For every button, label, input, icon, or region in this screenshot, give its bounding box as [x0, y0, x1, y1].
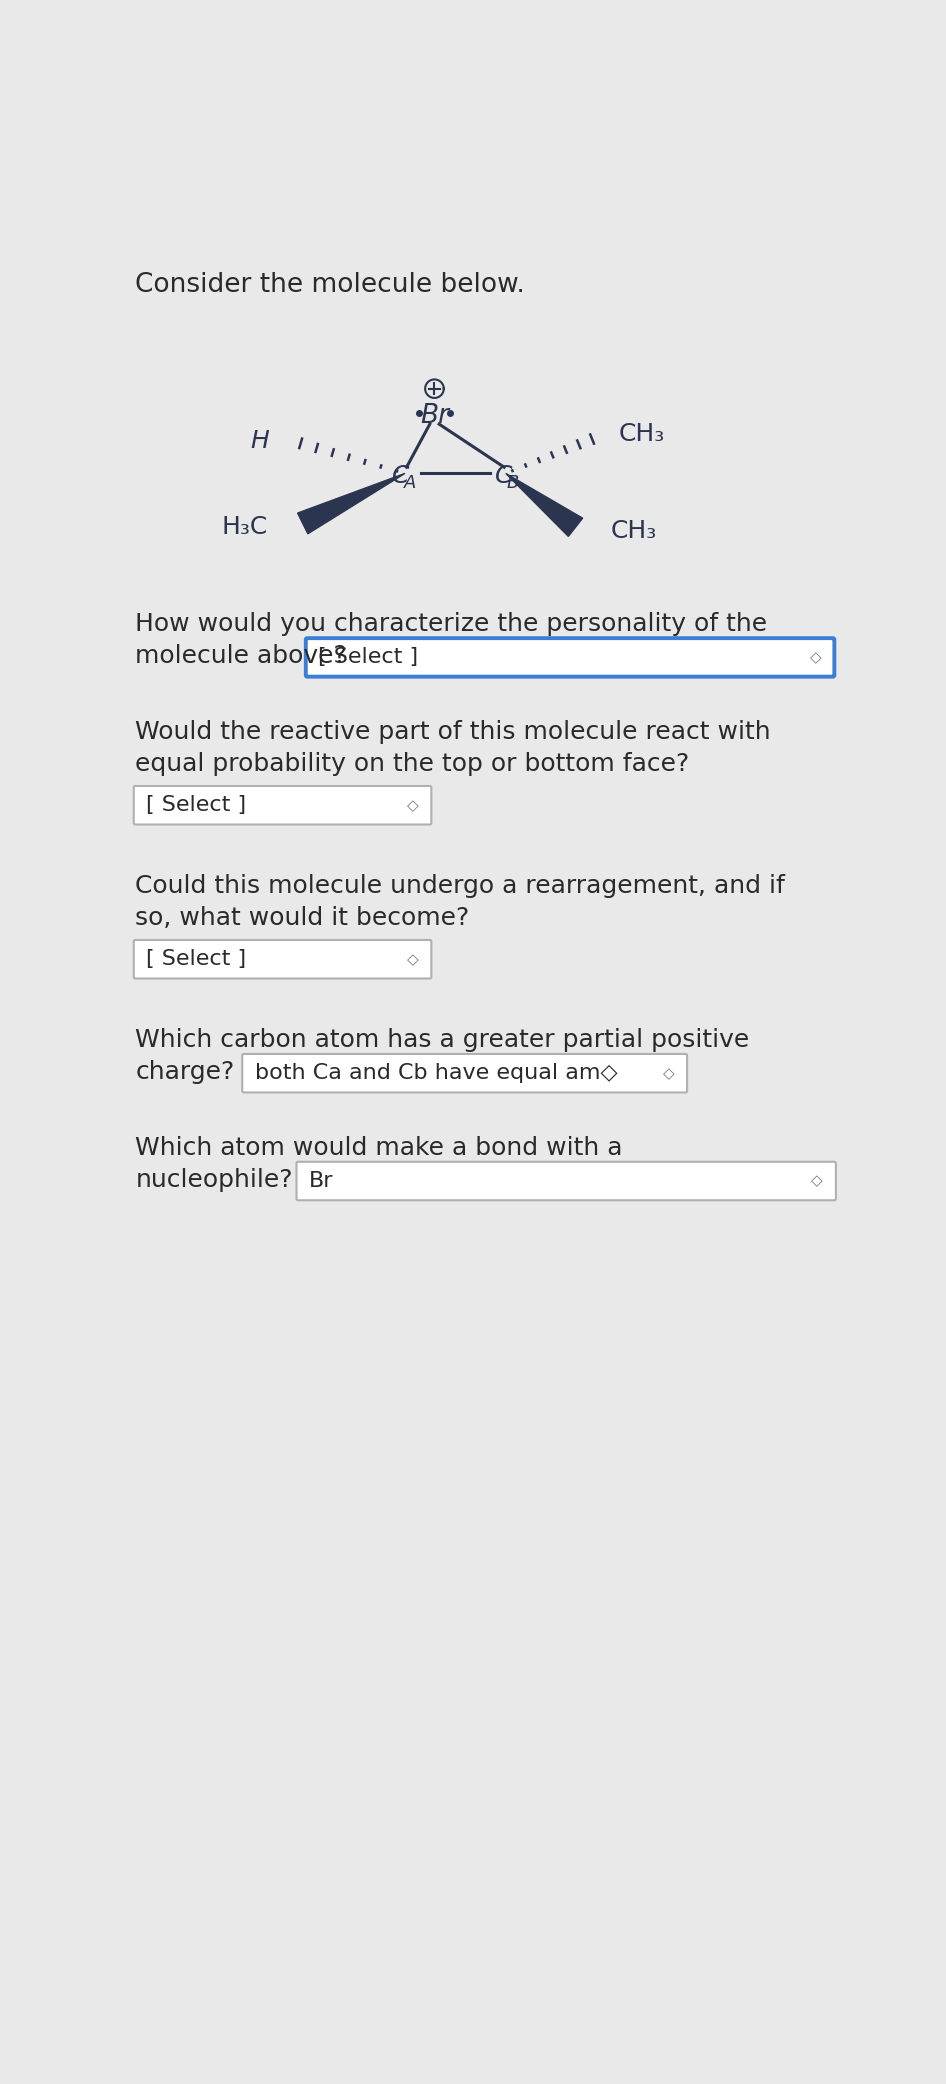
Text: both Ca and Cb have equal am◇: both Ca and Cb have equal am◇: [254, 1063, 618, 1084]
Text: Could this molecule undergo a rearragement, and if: Could this molecule undergo a rearrageme…: [135, 873, 785, 898]
Text: Br: Br: [309, 1171, 333, 1192]
Text: B: B: [506, 473, 519, 492]
Text: ◇: ◇: [810, 650, 822, 665]
Text: Which atom would make a bond with a: Which atom would make a bond with a: [135, 1136, 622, 1159]
Text: [ Select ]: [ Select ]: [146, 948, 246, 969]
Text: ◇: ◇: [662, 1065, 674, 1082]
Text: H: H: [251, 429, 270, 452]
Text: How would you characterize the personality of the: How would you characterize the personali…: [135, 613, 767, 636]
Text: molecule above?: molecule above?: [135, 644, 347, 669]
Text: ◇: ◇: [407, 798, 419, 813]
FancyBboxPatch shape: [306, 638, 834, 677]
Text: C: C: [495, 465, 512, 488]
Text: ◇: ◇: [812, 1173, 823, 1188]
Polygon shape: [298, 473, 405, 534]
Text: A: A: [404, 473, 416, 492]
Text: so, what would it become?: so, what would it become?: [135, 907, 469, 929]
Text: C: C: [393, 465, 410, 488]
FancyBboxPatch shape: [133, 940, 431, 979]
Text: Would the reactive part of this molecule react with: Would the reactive part of this molecule…: [135, 719, 771, 744]
FancyBboxPatch shape: [242, 1055, 687, 1092]
Text: H₃C: H₃C: [221, 515, 268, 540]
FancyBboxPatch shape: [296, 1161, 836, 1200]
Text: [ Select ]: [ Select ]: [146, 796, 246, 815]
Text: ◇: ◇: [407, 952, 419, 967]
Polygon shape: [506, 473, 583, 536]
Text: nucleophile?: nucleophile?: [135, 1167, 293, 1192]
Text: CH₃: CH₃: [610, 519, 657, 544]
Text: charge?: charge?: [135, 1061, 235, 1084]
Text: Consider the molecule below.: Consider the molecule below.: [135, 271, 525, 298]
Text: Which carbon atom has a greater partial positive: Which carbon atom has a greater partial …: [135, 1027, 749, 1052]
Text: Br: Br: [420, 402, 449, 429]
Text: equal probability on the top or bottom face?: equal probability on the top or bottom f…: [135, 752, 690, 775]
Text: CH₃: CH₃: [618, 423, 664, 446]
Text: [ Select ]: [ Select ]: [318, 648, 418, 667]
FancyBboxPatch shape: [133, 786, 431, 825]
